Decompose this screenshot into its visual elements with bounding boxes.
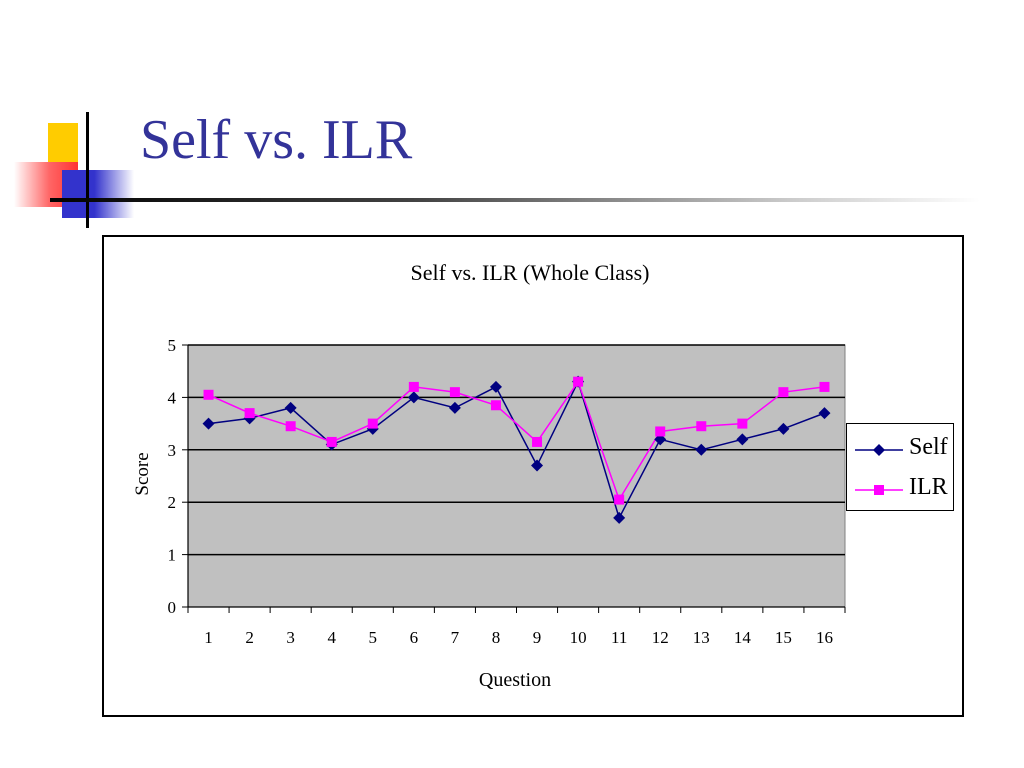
data-point-self [736,433,749,446]
decor-horizontal-line [50,198,980,202]
data-point-ilr [573,376,584,387]
data-point-ilr [819,381,830,392]
legend-swatch-ilr [855,485,903,495]
y-tick-label: 1 [168,546,177,565]
data-point-ilr [778,387,789,398]
x-tick-label: 5 [369,628,378,647]
legend-item-ilr: ILR [847,468,953,508]
x-tick-label: 9 [533,628,542,647]
plot-background [187,344,846,608]
data-point-self [407,391,420,404]
data-point-self [818,407,831,420]
legend-label-self: Self [909,434,948,460]
data-point-ilr [532,436,543,447]
y-tick-label: 4 [168,388,177,407]
decor-blue-square [62,170,134,218]
data-point-self [489,380,502,393]
chart-title: Self vs. ILR (Whole Class) [411,260,650,285]
x-tick-label: 12 [652,628,669,647]
y-tick-label: 2 [168,493,177,512]
x-tick-label: 3 [286,628,295,647]
data-point-ilr [408,381,419,392]
data-point-self [613,511,626,524]
legend-label-ilr: ILR [909,474,948,500]
data-point-self [243,412,256,425]
y-axis-label: Score [132,452,153,495]
x-tick-label: 11 [611,628,627,647]
x-tick-label: 8 [492,628,501,647]
legend-item-self: Self [847,428,953,468]
legend-swatch-self [855,444,903,456]
y-tick-label: 0 [168,598,177,617]
data-point-self [202,417,215,430]
data-point-ilr [367,418,378,429]
series-line-ilr [208,380,825,502]
x-tick-label: 1 [204,628,213,647]
line-chart: Self vs. ILR (Whole Class) Score Questio… [132,260,846,691]
x-tick-label: 14 [734,628,752,647]
data-point-self [531,459,544,472]
x-tick-label: 15 [775,628,792,647]
x-tick-label: 16 [816,628,833,647]
legend: Self ILR [846,423,954,511]
x-tick-label: 13 [693,628,710,647]
data-point-self [695,443,708,456]
data-point-ilr [655,426,666,437]
series-line-self [208,379,825,520]
data-point-ilr [203,389,214,400]
x-tick-label: 7 [451,628,460,647]
data-point-ilr [490,400,501,411]
data-point-self [777,422,790,435]
data-point-ilr [449,387,460,398]
y-tick-label: 5 [168,336,177,355]
data-point-self [284,401,297,414]
decor-vertical-line [86,112,89,228]
data-point-ilr [285,421,296,432]
x-tick-label: 4 [327,628,336,647]
x-tick-label: 2 [245,628,254,647]
x-tick-label: 10 [570,628,587,647]
x-axis-label: Question [479,669,551,691]
data-point-self [448,401,461,414]
data-point-ilr [696,421,707,432]
data-point-ilr [326,436,337,447]
data-point-ilr [737,418,748,429]
slide-title: Self vs. ILR [140,109,413,171]
y-tick-label: 3 [168,441,177,460]
data-point-ilr [614,494,625,505]
chart-container: Self vs. ILR (Whole Class) Score Questio… [102,235,964,717]
data-point-ilr [244,408,255,419]
x-tick-label: 6 [410,628,419,647]
